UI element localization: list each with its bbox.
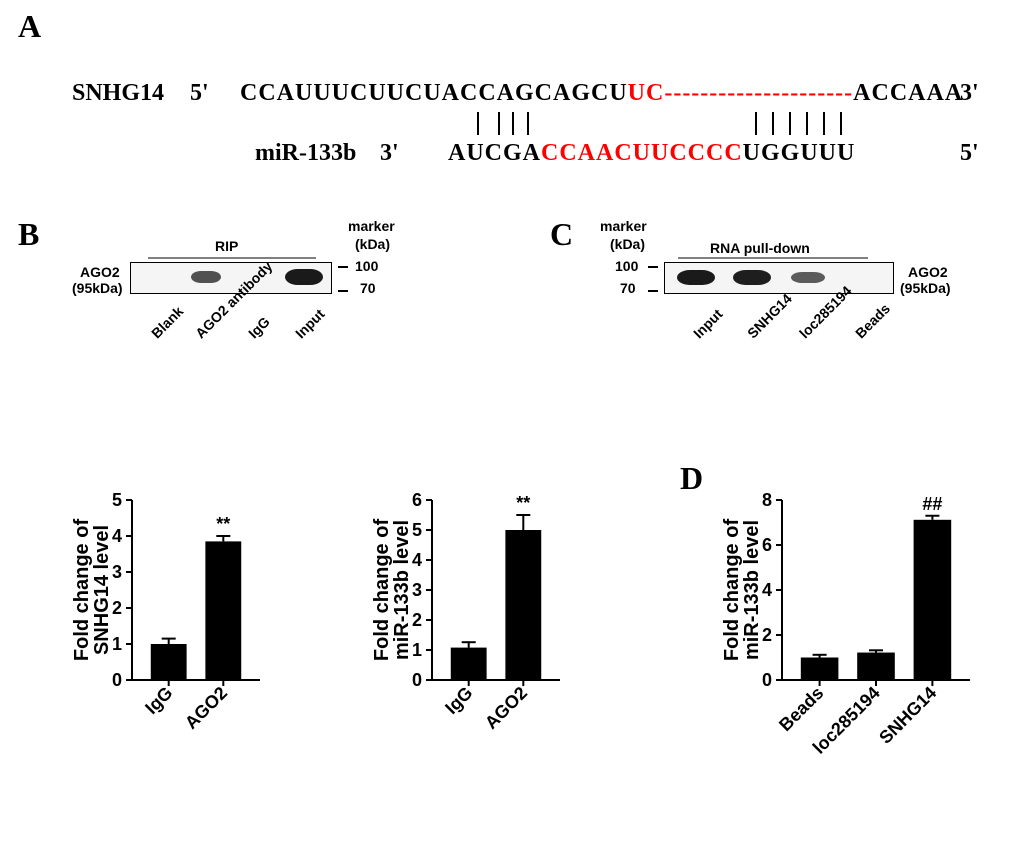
- band-c-loc: [791, 272, 825, 283]
- svg-text:8: 8: [762, 490, 772, 510]
- svg-text:4: 4: [412, 550, 422, 570]
- band-c-snhg14: [733, 270, 771, 285]
- svg-text:6: 6: [412, 490, 422, 510]
- svg-text:0: 0: [412, 670, 422, 690]
- figure-root: A B C D SNHG14 5' CCAUUUCUUCUACCAGCAGCUU…: [0, 0, 1020, 851]
- svg-text:4: 4: [762, 580, 772, 600]
- band-c-input: [677, 270, 715, 285]
- svg-text:**: **: [516, 493, 530, 513]
- svg-text:**: **: [216, 514, 230, 534]
- blot-box-c: [664, 262, 894, 294]
- svg-text:2: 2: [762, 625, 772, 645]
- svg-text:1: 1: [412, 640, 422, 660]
- chart-d: 02468Fold change ofmiR-133b levelBeadslo…: [720, 470, 980, 765]
- ago2-mw-c: (95kDa): [900, 280, 951, 296]
- pulldown-line-svg: [0, 0, 1020, 400]
- panel-letter-d: D: [680, 460, 703, 497]
- ago2-label-c: AGO2: [908, 264, 948, 280]
- chart-b2: 0 1 2 3 4 5 6 Fold change ofmiR-133b level IgG **…: [370, 470, 570, 765]
- svg-text:Fold change of: Fold change of: [71, 519, 93, 662]
- svg-text:SNHG14 level: SNHG14 level: [91, 525, 113, 655]
- svg-text:2: 2: [112, 598, 122, 618]
- svg-text:SNHG14: SNHG14: [875, 683, 940, 748]
- svg-text:miR-133b level: miR-133b level: [741, 520, 763, 660]
- svg-text:Fold change of: Fold change of: [721, 519, 743, 662]
- svg-text:AGO2: AGO2: [181, 683, 231, 733]
- svg-text:5: 5: [112, 490, 122, 510]
- svg-text:##: ##: [922, 494, 942, 514]
- svg-text:4: 4: [112, 526, 122, 546]
- svg-text:IgG: IgG: [441, 683, 476, 718]
- svg-text:0: 0: [762, 670, 772, 690]
- svg-text:6: 6: [762, 535, 772, 555]
- svg-text:3: 3: [112, 562, 122, 582]
- svg-text:0: 0: [112, 670, 122, 690]
- svg-text:3: 3: [412, 580, 422, 600]
- svg-text:miR-133b level: miR-133b level: [391, 520, 413, 660]
- svg-text:5: 5: [412, 520, 422, 540]
- svg-text:Beads: Beads: [775, 683, 827, 735]
- svg-text:1: 1: [112, 634, 122, 654]
- chart-b1: 0 1 2 3 4 5 Fold change ofSNHG14 level IgG ** AGO…: [70, 470, 270, 765]
- svg-text:IgG: IgG: [141, 683, 176, 718]
- svg-text:Fold change of: Fold change of: [371, 519, 393, 662]
- svg-text:AGO2: AGO2: [481, 683, 531, 733]
- svg-text:2: 2: [412, 610, 422, 630]
